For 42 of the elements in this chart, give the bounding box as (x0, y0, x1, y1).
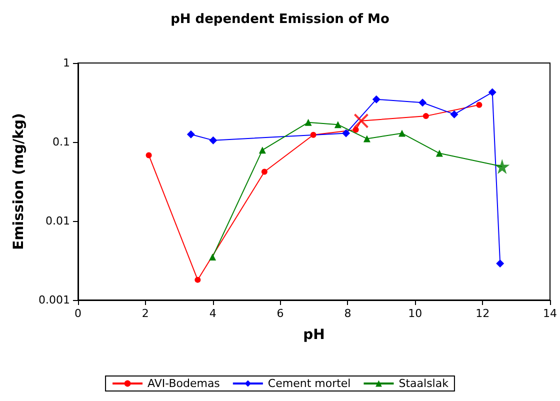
point (342, 129, 350, 138)
x-tick-label: 12 (476, 307, 490, 320)
point (372, 95, 380, 104)
point (261, 168, 268, 175)
legend-label: AVI-Bodemas (148, 377, 220, 390)
x-tick-label: 8 (344, 307, 352, 320)
point (209, 136, 218, 144)
point (258, 146, 266, 154)
x-tick-label: 0 (74, 307, 82, 320)
point (496, 259, 504, 268)
point (418, 98, 427, 107)
point (194, 276, 201, 283)
x-tick-label: 14 (543, 307, 557, 320)
point (310, 132, 316, 138)
point (304, 118, 312, 126)
point (450, 110, 458, 118)
y-axis-title: Emission (mg/kg) (11, 113, 27, 250)
x-tick-label: 10 (408, 307, 422, 320)
point (146, 152, 152, 158)
x-tick-label: 4 (209, 307, 216, 320)
y-tick-label: 0.1 (52, 136, 70, 148)
point (398, 130, 406, 137)
y-tick-label: 0.01 (46, 214, 70, 228)
point (186, 130, 195, 138)
point (476, 102, 482, 108)
point (436, 150, 443, 157)
x-tick-label: 2 (142, 307, 149, 320)
legend-label: Staalslak (398, 377, 450, 390)
chart-title: pH dependent Emission of Mo (170, 12, 390, 27)
point (209, 254, 216, 261)
x-axis-title: pH (303, 327, 325, 343)
legend-label: Cement mortel (268, 377, 351, 390)
point (488, 88, 496, 96)
point (422, 113, 429, 120)
point (334, 121, 342, 128)
point (354, 113, 369, 128)
point (494, 158, 510, 174)
y-tick-label: 0.001 (38, 294, 70, 306)
x-tick-label: 6 (276, 307, 284, 320)
point (352, 126, 359, 133)
point (363, 135, 370, 142)
y-tick-label: 1 (63, 56, 70, 70)
